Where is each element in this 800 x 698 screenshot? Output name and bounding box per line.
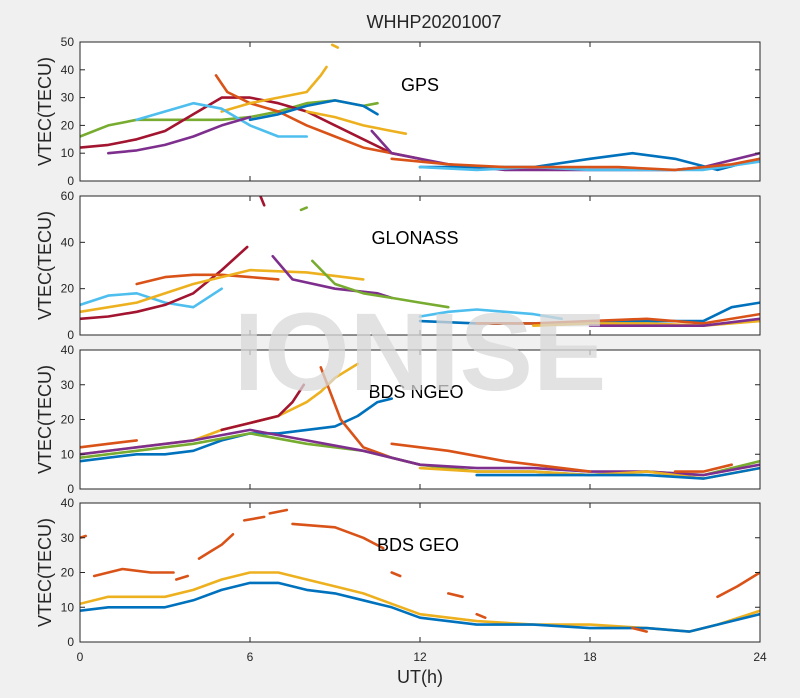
series-line-9 (475, 466, 760, 480)
y-tick-label: 20 (61, 413, 75, 427)
y-tick-label: 30 (61, 531, 75, 545)
watermark: IONISE (234, 291, 607, 414)
series-line-6 (291, 522, 385, 550)
series-line-5 (135, 101, 309, 138)
y-tick-label: 40 (61, 343, 75, 357)
y-tick-label: 40 (61, 63, 75, 77)
panel-3: 0 10 20 30 40 0 6 12 18 24 VTEC(TECU) BDS GEO (35, 496, 767, 664)
series-line-5 (299, 206, 309, 212)
series-line-7 (390, 442, 592, 473)
series-line-2 (135, 273, 280, 286)
series-line-9 (475, 612, 487, 620)
series-line-10 (475, 312, 760, 325)
series-line-4 (258, 196, 266, 207)
series-line-3 (80, 268, 365, 314)
y-axis-label: VTEC(TECU) (35, 365, 55, 474)
x-tick-label: 24 (753, 650, 767, 664)
y-tick-label: 10 (61, 447, 75, 461)
y-tick-label: 0 (67, 635, 74, 649)
x-tick-label: 0 (77, 650, 84, 664)
y-tick-label: 10 (61, 146, 75, 160)
series-group (80, 43, 760, 172)
y-tick-label: 40 (61, 496, 75, 510)
series-line-7 (107, 115, 252, 155)
series-line-4 (243, 515, 266, 522)
panel-label: GPS (401, 75, 439, 95)
series-line-2 (214, 74, 422, 161)
series-line-3 (220, 65, 328, 113)
panel-label: BDS GEO (377, 535, 459, 555)
x-tick-label: 6 (247, 650, 254, 664)
series-group (80, 362, 760, 480)
y-tick-label: 30 (61, 378, 75, 392)
x-axis-label: UT(h) (397, 667, 443, 687)
y-tick-label: 60 (61, 189, 75, 203)
series-line-2 (175, 574, 189, 581)
y-axis-label: VTEC(TECU) (35, 211, 55, 320)
series-line-13 (631, 626, 649, 633)
series-line-1 (80, 245, 249, 321)
panel-0: 0 10 20 30 40 50 VTEC(TECU) GPS (35, 35, 761, 188)
y-tick-label: 20 (61, 566, 75, 580)
series-line-0 (80, 439, 138, 449)
y-tick-label: 20 (61, 282, 75, 296)
series-line-5 (268, 508, 289, 515)
y-tick-label: 50 (61, 35, 75, 49)
series-line-3 (197, 532, 235, 560)
y-tick-label: 0 (67, 482, 74, 496)
series-line-10 (716, 571, 760, 599)
series-line-12 (390, 157, 760, 172)
series-line-12 (588, 317, 760, 328)
panel-1: 0 20 40 60 VTEC(TECU) GLONASS (35, 189, 761, 342)
series-line-7 (390, 571, 402, 578)
series-group (80, 508, 760, 633)
y-tick-label: 10 (61, 600, 75, 614)
series-line-8 (446, 592, 464, 599)
x-tick-label: 18 (583, 650, 597, 664)
plot-area (80, 42, 760, 181)
y-tick-label: 0 (67, 174, 74, 188)
series-line-1 (92, 567, 175, 578)
series-line-6 (248, 99, 379, 122)
y-tick-label: 40 (61, 235, 75, 249)
series-group (80, 196, 760, 328)
y-tick-label: 30 (61, 91, 75, 105)
y-tick-label: 20 (61, 118, 75, 132)
panel-2: 0 10 20 30 40 VTEC(TECU) BDS NGEO (35, 343, 761, 496)
y-tick-label: 0 (67, 328, 74, 342)
series-line-3 (220, 383, 306, 432)
series-line-7 (310, 259, 450, 309)
x-tick-label: 12 (413, 650, 427, 664)
panel-label: BDS NGEO (368, 382, 463, 402)
series-line-8 (305, 110, 408, 135)
figure-title: WHHP20201007 (366, 12, 501, 32)
plot-area (80, 196, 760, 335)
series-line-6 (271, 254, 394, 300)
plot-area (80, 503, 760, 642)
series-line-11 (418, 160, 760, 172)
series-line-10 (673, 463, 734, 473)
y-axis-label: VTEC(TECU) (35, 57, 55, 166)
y-axis-label: VTEC(TECU) (35, 518, 55, 627)
series-line-4 (330, 43, 340, 49)
series-line-8 (418, 308, 564, 321)
panel-label: GLONASS (371, 228, 458, 248)
